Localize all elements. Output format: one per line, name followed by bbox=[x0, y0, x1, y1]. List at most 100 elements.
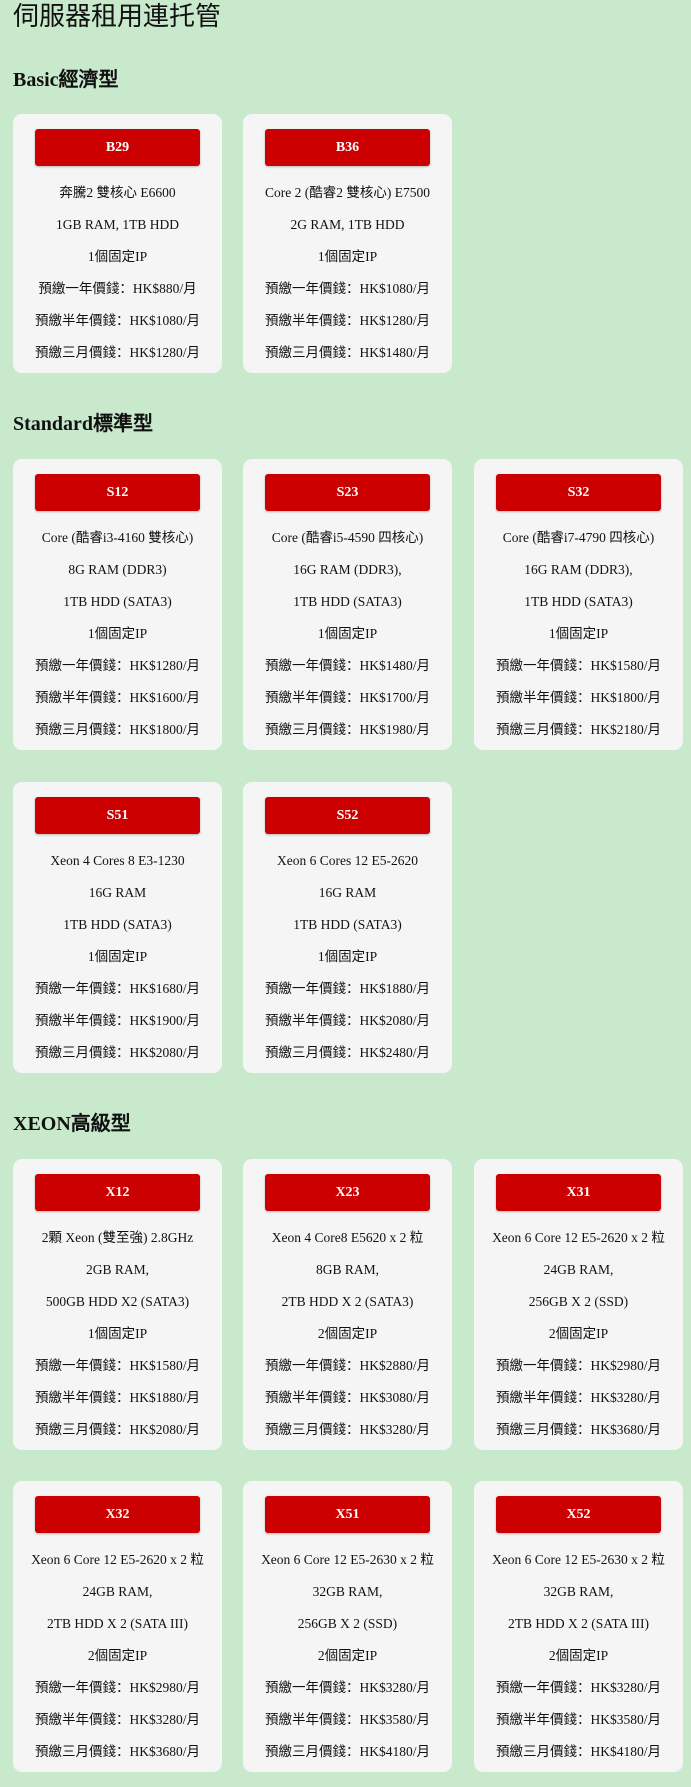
plan-price: 預繳半年價錢：HK$2080/月 bbox=[265, 1013, 430, 1028]
plan-button[interactable]: X52 bbox=[496, 1496, 661, 1533]
plan-price: 預繳半年價錢：HK$3580/月 bbox=[496, 1712, 661, 1727]
plan-price: 預繳半年價錢：HK$1700/月 bbox=[265, 690, 430, 705]
plan-spec: 2TB HDD X 2 (SATA III) bbox=[46, 1616, 189, 1631]
plan-price: 預繳半年價錢：HK$3080/月 bbox=[265, 1390, 430, 1405]
plan-button[interactable]: B29 bbox=[35, 129, 200, 166]
plan-spec: 1TB HDD (SATA3) bbox=[293, 594, 402, 609]
plan-price: 預繳三月價錢：HK$3280/月 bbox=[265, 1422, 430, 1437]
plan-spec: 500GB HDD X2 (SATA3) bbox=[45, 1294, 190, 1309]
plan-card-b29: B29 奔騰2 雙核心 E6600 1GB RAM, 1TB HDD 1個固定IP 預繳… bbox=[13, 114, 222, 373]
plan-spec: 1個固定IP bbox=[548, 626, 609, 641]
plan-price: 預繳半年價錢：HK$1080/月 bbox=[35, 313, 200, 328]
plan-price: 預繳半年價錢：HK$3280/月 bbox=[35, 1712, 200, 1727]
plan-button[interactable]: S52 bbox=[265, 797, 430, 834]
plan-price: 預繳一年價錢：HK$1580/月 bbox=[35, 1358, 200, 1373]
plan-price: 預繳一年價錢：HK$3280/月 bbox=[265, 1680, 430, 1695]
section-heading: XEON高級型 bbox=[13, 1113, 131, 1135]
plan-spec: Xeon 6 Core 12 E5-2620 x 2 粒 bbox=[31, 1552, 204, 1567]
plan-card-s51: S51 Xeon 4 Cores 8 E3-1230 16G RAM 1TB HDD … bbox=[13, 782, 222, 1073]
plan-spec: 2個固定IP bbox=[548, 1326, 609, 1341]
plan-price: 預繳三月價錢：HK$1800/月 bbox=[35, 722, 200, 737]
plan-spec: 2個固定IP bbox=[317, 1326, 378, 1341]
plan-price: 預繳三月價錢：HK$1280/月 bbox=[35, 345, 200, 360]
plan-button[interactable]: X51 bbox=[265, 1496, 430, 1533]
plan-spec: 2TB HDD X 2 (SATA3) bbox=[281, 1294, 414, 1309]
plan-price: 預繳一年價錢：HK$2980/月 bbox=[496, 1358, 661, 1373]
plan-spec: 16G RAM bbox=[88, 885, 147, 900]
plan-card-s52: S52 Xeon 6 Cores 12 E5-2620 16G RAM 1TB HDD… bbox=[243, 782, 452, 1073]
plan-card-s12: S12 Core (酷睿i3-4160 雙核心) 8G RAM (DDR3) 1TB … bbox=[13, 459, 222, 750]
plan-price: 預繳三月價錢：HK$2180/月 bbox=[496, 722, 661, 737]
section-heading: Standard標準型 bbox=[13, 413, 154, 435]
plan-spec: 2G RAM, 1TB HDD bbox=[290, 217, 405, 232]
plan-price: 預繳半年價錢：HK$1600/月 bbox=[35, 690, 200, 705]
plan-spec: 1個固定IP bbox=[317, 949, 378, 964]
plan-spec: 1個固定IP bbox=[87, 249, 148, 264]
plan-price: 預繳三月價錢：HK$2480/月 bbox=[265, 1045, 430, 1060]
plan-spec: 8G RAM (DDR3) bbox=[68, 562, 167, 577]
plan-spec: 1個固定IP bbox=[87, 626, 148, 641]
plan-spec: 32GB RAM, bbox=[543, 1584, 614, 1599]
plan-spec: 16G RAM (DDR3), bbox=[293, 562, 402, 577]
plan-button[interactable]: X32 bbox=[35, 1496, 200, 1533]
plan-button[interactable]: X23 bbox=[265, 1174, 430, 1211]
plan-price: 預繳半年價錢：HK$1880/月 bbox=[35, 1390, 200, 1405]
plan-spec: 1GB RAM, 1TB HDD bbox=[55, 217, 179, 232]
plan-price: 預繳半年價錢：HK$3280/月 bbox=[496, 1390, 661, 1405]
page-title: 伺服器租用連托管 bbox=[13, 2, 222, 31]
section-heading: Basic經濟型 bbox=[13, 69, 119, 91]
plan-card-x12: X12 2顆 Xeon (雙至強) 2.8GHz 2GB RAM, 500GB HDD… bbox=[13, 1159, 222, 1450]
plan-price: 預繳一年價錢：HK$2980/月 bbox=[35, 1680, 200, 1695]
plan-button[interactable]: X12 bbox=[35, 1174, 200, 1211]
plan-price: 預繳一年價錢：HK$1480/月 bbox=[265, 658, 430, 673]
plan-spec: 2TB HDD X 2 (SATA III) bbox=[507, 1616, 650, 1631]
plan-spec: 1TB HDD (SATA3) bbox=[63, 594, 172, 609]
plan-button[interactable]: S32 bbox=[496, 474, 661, 511]
plan-spec: 2個固定IP bbox=[317, 1648, 378, 1663]
plan-spec: 2顆 Xeon (雙至強) 2.8GHz bbox=[41, 1230, 194, 1245]
plan-spec: 256GB X 2 (SSD) bbox=[297, 1616, 398, 1631]
plan-spec: 16G RAM (DDR3), bbox=[524, 562, 633, 577]
plan-card-x23: X23 Xeon 4 Core8 E5620 x 2 粒 8GB RAM, 2TB H… bbox=[243, 1159, 452, 1450]
plan-price: 預繳三月價錢：HK$3680/月 bbox=[496, 1422, 661, 1437]
plan-price: 預繳半年價錢：HK$1900/月 bbox=[35, 1013, 200, 1028]
plan-card-b36: B36 Core 2 (酷睿2 雙核心) E7500 2G RAM, 1TB HDD… bbox=[243, 114, 452, 373]
plan-spec: Core (酷睿i3-4160 雙核心) bbox=[41, 530, 194, 545]
plan-price: 預繳三月價錢：HK$2080/月 bbox=[35, 1422, 200, 1437]
plan-spec: 1TB HDD (SATA3) bbox=[524, 594, 633, 609]
plan-spec: Core 2 (酷睿2 雙核心) E7500 bbox=[265, 185, 430, 200]
plan-price: 預繳一年價錢：HK$2880/月 bbox=[265, 1358, 430, 1373]
plan-card-x52: X52 Xeon 6 Core 12 E5-2630 x 2 粒 32GB RAM,… bbox=[474, 1481, 683, 1772]
plan-price: 預繳半年價錢：HK$3580/月 bbox=[265, 1712, 430, 1727]
plan-price: 預繳一年價錢：HK$3280/月 bbox=[496, 1680, 661, 1695]
plan-spec: 8GB RAM, bbox=[315, 1262, 379, 1277]
plan-spec: Xeon 6 Cores 12 E5-2620 bbox=[277, 853, 418, 868]
plan-spec: Xeon 6 Core 12 E5-2630 x 2 粒 bbox=[261, 1552, 434, 1567]
plan-price: 預繳半年價錢：HK$1280/月 bbox=[265, 313, 430, 328]
plan-spec: 1TB HDD (SATA3) bbox=[63, 917, 172, 932]
plan-price: 預繳一年價錢：HK$1280/月 bbox=[35, 658, 200, 673]
plan-button[interactable]: S12 bbox=[35, 474, 200, 511]
plan-price: 預繳三月價錢：HK$2080/月 bbox=[35, 1045, 200, 1060]
plan-price: 預繳三月價錢：HK$4180/月 bbox=[496, 1744, 661, 1759]
plan-price: 預繳一年價錢：HK$880/月 bbox=[38, 281, 197, 296]
plan-button[interactable]: S23 bbox=[265, 474, 430, 511]
plan-spec: Xeon 6 Core 12 E5-2620 x 2 粒 bbox=[492, 1230, 665, 1245]
plan-button[interactable]: B36 bbox=[265, 129, 430, 166]
plan-spec: 2個固定IP bbox=[87, 1648, 148, 1663]
plan-spec: Core (酷睿i5-4590 四核心) bbox=[271, 530, 424, 545]
plan-spec: 2GB RAM, bbox=[85, 1262, 149, 1277]
plan-price: 預繳三月價錢：HK$4180/月 bbox=[265, 1744, 430, 1759]
plan-price: 預繳一年價錢：HK$1880/月 bbox=[265, 981, 430, 996]
plan-button[interactable]: X31 bbox=[496, 1174, 661, 1211]
plan-price: 預繳半年價錢：HK$1800/月 bbox=[496, 690, 661, 705]
plan-spec: 1個固定IP bbox=[317, 626, 378, 641]
plan-button[interactable]: S51 bbox=[35, 797, 200, 834]
plan-spec: 奔騰2 雙核心 E6600 bbox=[59, 185, 176, 200]
plan-spec: Xeon 4 Core8 E5620 x 2 粒 bbox=[271, 1230, 424, 1245]
plan-spec: 2個固定IP bbox=[548, 1648, 609, 1663]
plan-spec: 1個固定IP bbox=[317, 249, 378, 264]
plan-spec: 1個固定IP bbox=[87, 1326, 148, 1341]
plan-spec: 24GB RAM, bbox=[543, 1262, 614, 1277]
plan-spec: Core (酷睿i7-4790 四核心) bbox=[502, 530, 655, 545]
